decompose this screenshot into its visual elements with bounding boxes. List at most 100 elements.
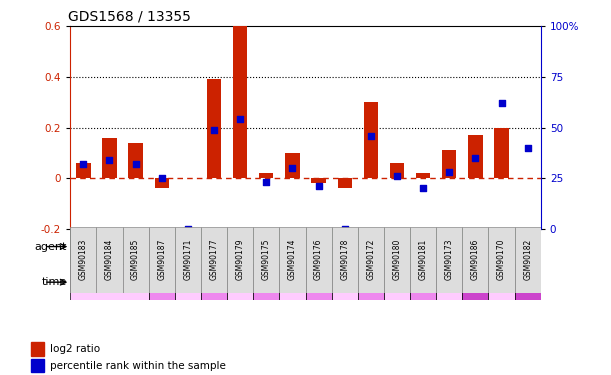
Bar bbox=[31, 359, 44, 372]
Bar bbox=[76, 163, 90, 178]
Point bbox=[497, 100, 507, 106]
Bar bbox=[102, 138, 117, 178]
Point bbox=[523, 145, 533, 151]
Text: serum: serum bbox=[327, 242, 362, 252]
Text: GSM90181: GSM90181 bbox=[419, 239, 428, 280]
Text: log2 ratio: log2 ratio bbox=[50, 344, 100, 354]
Bar bbox=[436, 227, 463, 292]
Bar bbox=[279, 264, 306, 300]
Bar bbox=[175, 227, 201, 292]
Text: 20 h: 20 h bbox=[467, 279, 483, 285]
Text: time: time bbox=[42, 278, 67, 287]
Bar bbox=[384, 227, 410, 292]
Text: percentile rank within the sample: percentile rank within the sample bbox=[50, 361, 226, 370]
Bar bbox=[70, 227, 97, 292]
Bar bbox=[384, 264, 410, 300]
Point bbox=[470, 155, 480, 161]
Point bbox=[392, 173, 402, 179]
Bar bbox=[442, 150, 456, 178]
Text: GSM90174: GSM90174 bbox=[288, 239, 297, 280]
Bar bbox=[70, 264, 148, 300]
Bar bbox=[364, 102, 378, 178]
Bar bbox=[233, 26, 247, 178]
Bar bbox=[175, 264, 201, 300]
Text: 12 h: 12 h bbox=[415, 279, 431, 285]
Point bbox=[235, 116, 245, 122]
Bar bbox=[148, 227, 175, 292]
Bar bbox=[463, 264, 488, 300]
Bar bbox=[494, 128, 509, 178]
Text: GSM90172: GSM90172 bbox=[367, 239, 375, 280]
Text: GSM90183: GSM90183 bbox=[79, 239, 88, 280]
Bar bbox=[128, 143, 143, 178]
Text: 0.5 h: 0.5 h bbox=[179, 279, 197, 285]
Point bbox=[104, 157, 114, 163]
Bar bbox=[31, 342, 44, 355]
Bar bbox=[312, 178, 326, 183]
Bar bbox=[227, 264, 253, 300]
Text: GSM90179: GSM90179 bbox=[236, 239, 244, 280]
Bar bbox=[70, 229, 148, 264]
Bar bbox=[97, 227, 123, 292]
Bar bbox=[514, 227, 541, 292]
Bar bbox=[285, 153, 299, 178]
Bar bbox=[201, 227, 227, 292]
Text: 1 h: 1 h bbox=[207, 278, 221, 286]
Text: 3 h: 3 h bbox=[285, 278, 299, 286]
Bar bbox=[436, 264, 463, 300]
Bar bbox=[410, 264, 436, 300]
Text: untreated: untreated bbox=[82, 242, 137, 252]
Point bbox=[78, 161, 88, 167]
Point bbox=[131, 161, 141, 167]
Text: GSM90170: GSM90170 bbox=[497, 239, 506, 280]
Text: agent: agent bbox=[35, 242, 67, 252]
Text: 10 h: 10 h bbox=[389, 279, 405, 285]
Text: 16 h: 16 h bbox=[441, 279, 457, 285]
Bar bbox=[148, 264, 175, 300]
Point bbox=[183, 226, 193, 232]
Text: GSM90176: GSM90176 bbox=[314, 239, 323, 280]
Bar bbox=[488, 227, 514, 292]
Point bbox=[313, 183, 323, 189]
Bar bbox=[253, 264, 279, 300]
Bar bbox=[337, 178, 352, 188]
Text: GSM90180: GSM90180 bbox=[392, 239, 401, 280]
Bar bbox=[332, 264, 358, 300]
Text: 4 h: 4 h bbox=[312, 278, 326, 286]
Bar bbox=[390, 163, 404, 178]
Bar bbox=[148, 229, 541, 264]
Bar bbox=[358, 227, 384, 292]
Bar bbox=[463, 227, 488, 292]
Bar bbox=[201, 264, 227, 300]
Point bbox=[288, 165, 298, 171]
Point bbox=[366, 133, 376, 139]
Text: 36 h: 36 h bbox=[520, 279, 535, 285]
Text: GSM90177: GSM90177 bbox=[210, 239, 219, 280]
Bar bbox=[332, 227, 358, 292]
Bar bbox=[123, 227, 148, 292]
Bar bbox=[259, 173, 274, 178]
Text: 2 h: 2 h bbox=[259, 278, 273, 286]
Bar bbox=[253, 227, 279, 292]
Point bbox=[444, 169, 454, 175]
Text: GSM90175: GSM90175 bbox=[262, 239, 271, 280]
Text: 6 h: 6 h bbox=[337, 278, 352, 286]
Point bbox=[157, 175, 167, 181]
Text: GDS1568 / 13355: GDS1568 / 13355 bbox=[68, 10, 191, 24]
Bar bbox=[155, 178, 169, 188]
Point bbox=[340, 226, 349, 232]
Bar bbox=[279, 227, 306, 292]
Text: 1.5 h: 1.5 h bbox=[231, 279, 249, 285]
Point bbox=[262, 179, 271, 185]
Bar bbox=[306, 227, 332, 292]
Text: GSM90187: GSM90187 bbox=[157, 239, 166, 280]
Text: GSM90178: GSM90178 bbox=[340, 239, 349, 280]
Text: 24 h: 24 h bbox=[494, 279, 510, 285]
Point bbox=[209, 126, 219, 132]
Text: GSM90173: GSM90173 bbox=[445, 239, 454, 280]
Bar bbox=[468, 135, 483, 178]
Bar bbox=[358, 264, 384, 300]
Text: GSM90184: GSM90184 bbox=[105, 239, 114, 280]
Text: 0.25 h: 0.25 h bbox=[151, 279, 173, 285]
Bar bbox=[514, 264, 541, 300]
